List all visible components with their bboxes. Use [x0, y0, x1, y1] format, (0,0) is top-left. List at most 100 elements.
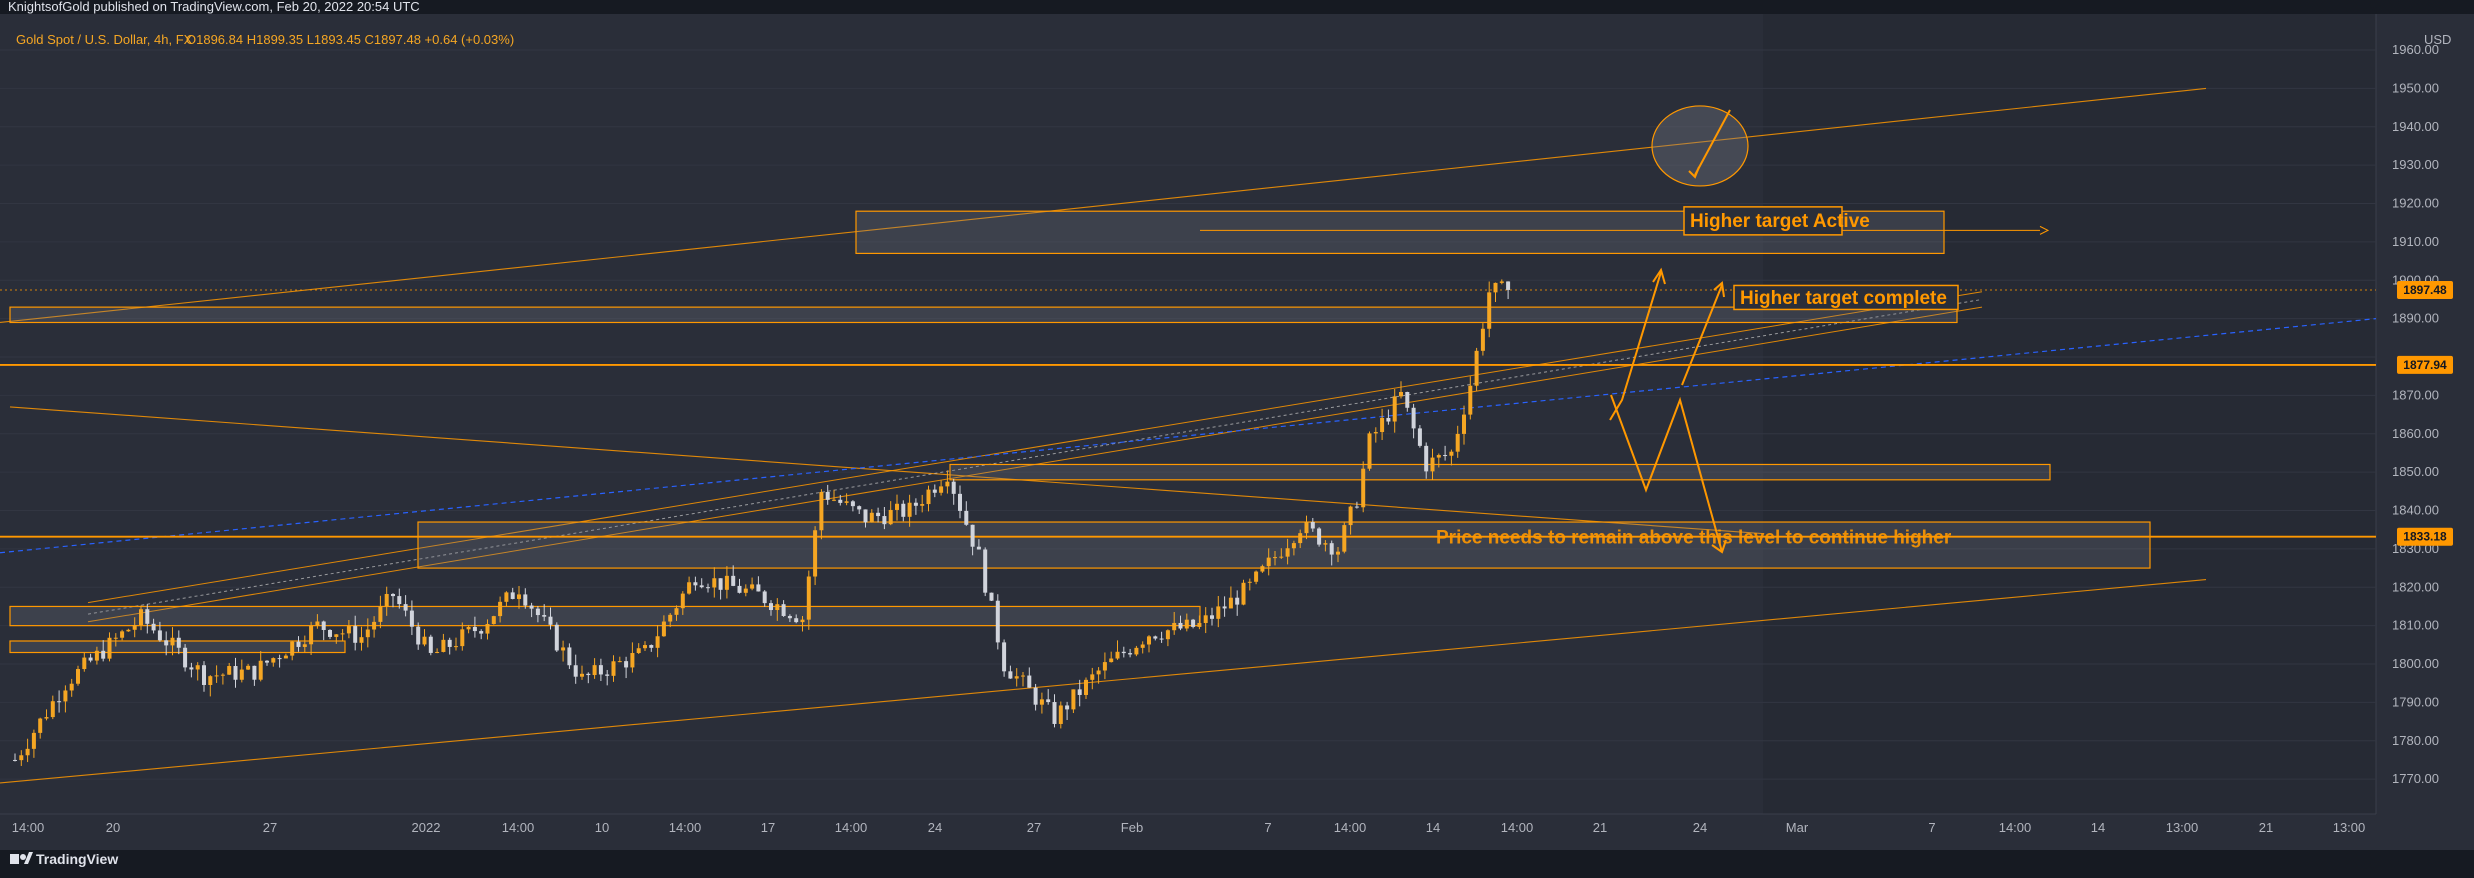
candle-body: [706, 587, 710, 589]
candle-body: [1065, 705, 1070, 710]
y-tick-label: 1770.00: [2392, 771, 2439, 786]
candle-body: [687, 582, 692, 594]
candle-body: [762, 591, 767, 604]
candle-body: [1046, 699, 1051, 703]
candle-body: [13, 759, 17, 761]
candle-body: [1147, 636, 1151, 645]
candle-body: [1128, 653, 1133, 655]
candle-body: [1436, 455, 1441, 458]
candle-body: [1424, 445, 1429, 472]
candle-body: [542, 615, 547, 617]
candle-body: [1329, 543, 1334, 555]
candle-body: [271, 658, 276, 663]
candle-body: [170, 637, 175, 646]
gridlines: [0, 49, 2376, 780]
x-tick-label: 24: [928, 820, 942, 835]
x-tick-label: 14: [1426, 820, 1440, 835]
price-label: 1833.18: [2403, 530, 2447, 544]
candle-body: [1014, 676, 1019, 679]
y-tick-label: 1790.00: [2392, 694, 2439, 709]
candle-body: [825, 492, 830, 500]
candle-body: [1399, 392, 1403, 397]
candle-body: [315, 621, 320, 626]
candle-body: [970, 524, 975, 547]
candle-body: [1405, 392, 1410, 408]
y-tick-label: 1940.00: [2392, 119, 2439, 134]
candle-body: [806, 576, 811, 620]
future-area: [1763, 14, 2376, 814]
candle-body: [1102, 662, 1107, 671]
candle-body: [882, 516, 887, 525]
x-tick-label: 13:00: [2333, 820, 2366, 835]
candle-body: [1197, 623, 1202, 627]
candle-body: [246, 665, 251, 670]
projection-arrow-head: [1688, 166, 1700, 179]
candle-body: [283, 655, 288, 659]
candle-body: [1380, 417, 1385, 433]
x-tick-label: 14:00: [1999, 820, 2032, 835]
candle-body: [31, 732, 36, 749]
y-axis-ticks: 1770.00 1780.00 1790.00 1800.00 1810.00 1820.…: [2392, 42, 2453, 786]
candle-body: [214, 675, 219, 677]
candle-body: [674, 608, 679, 615]
candle-body: [523, 594, 528, 606]
candle-body: [466, 626, 471, 630]
candle-body: [57, 701, 62, 703]
x-tick-label: 10: [595, 820, 609, 835]
candle-body: [1077, 689, 1082, 695]
candle-body: [1298, 533, 1303, 544]
candle-body: [391, 593, 395, 597]
candle-body: [813, 530, 818, 577]
candle-body: [1254, 571, 1259, 582]
candle-body: [1071, 689, 1076, 710]
x-tick-label: Mar: [1786, 820, 1809, 835]
candle-body: [359, 637, 364, 643]
candle-body: [472, 626, 477, 632]
candle-body: [693, 582, 698, 586]
candle-body: [857, 506, 862, 510]
candle-body: [1021, 675, 1025, 677]
ascending-channel-resistance: [0, 87, 2207, 324]
candle-body: [1342, 525, 1347, 552]
support-zone-1850: [949, 463, 2051, 481]
drawings: [0, 87, 2377, 784]
candle-body: [1109, 658, 1114, 663]
candle-body: [290, 641, 295, 656]
candle-body: [189, 667, 194, 670]
candle-body: [239, 669, 244, 680]
candle-body: [1178, 622, 1183, 629]
candle-body: [76, 669, 80, 684]
y-tick-label: 1950.00: [2392, 80, 2439, 95]
candle-body: [1033, 687, 1038, 705]
candle-body: [775, 604, 780, 611]
y-tick-label: 1800.00: [2392, 656, 2439, 671]
candle-body: [195, 665, 200, 670]
candle-body: [309, 625, 314, 645]
candle-body: [580, 673, 584, 677]
candle-body: [926, 489, 931, 505]
candle-body: [1134, 647, 1139, 655]
candle-body: [50, 701, 55, 718]
price-label: 1897.48: [2403, 283, 2447, 297]
candle-body: [1304, 522, 1309, 534]
candle-body: [1487, 292, 1492, 329]
candle-body: [1165, 630, 1170, 640]
price-label: 1877.94: [2403, 358, 2447, 372]
x-tick-label: 21: [1593, 820, 1607, 835]
candle-body: [157, 630, 162, 641]
y-tick-label: 1930.00: [2392, 157, 2439, 172]
candle-body: [441, 639, 446, 652]
candle-body: [932, 489, 937, 493]
candle-body: [1266, 557, 1271, 567]
candle-body: [781, 604, 786, 616]
candle-body: [365, 629, 370, 638]
candle-body: [819, 492, 824, 531]
candle-body: [447, 639, 452, 647]
x-tick-label: 2022: [412, 820, 441, 835]
x-tick-label: 27: [263, 820, 277, 835]
candle-body: [1084, 679, 1088, 695]
price-axis[interactable]: [2376, 14, 2474, 850]
candle-body: [630, 653, 635, 668]
candle-body: [895, 503, 899, 510]
